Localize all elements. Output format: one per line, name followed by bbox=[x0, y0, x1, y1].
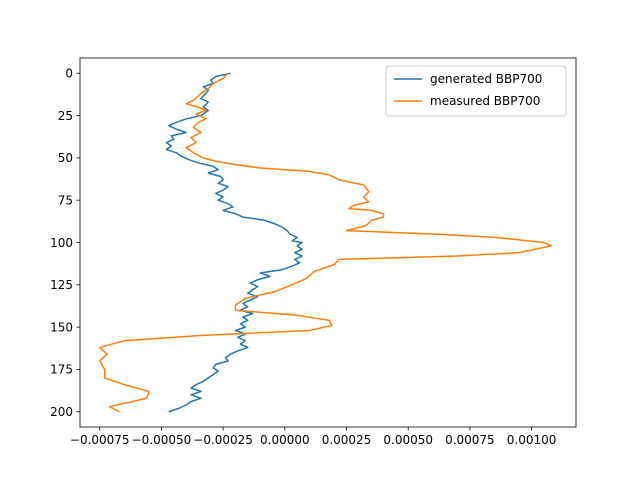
y-tick-label: 200 bbox=[50, 405, 73, 419]
series-line-1 bbox=[165, 72, 303, 413]
y-tick-label: 100 bbox=[50, 236, 73, 250]
x-tick-label: 0.00050 bbox=[383, 433, 433, 447]
y-tick-label: 125 bbox=[50, 278, 73, 292]
y-tick-label: 25 bbox=[58, 109, 73, 123]
x-tick-label: 0.00075 bbox=[445, 433, 495, 447]
x-tick-label: −0.00025 bbox=[193, 433, 253, 447]
y-tick-label: 75 bbox=[58, 193, 73, 207]
x-tick-label: −0.00075 bbox=[70, 433, 130, 447]
x-axis: −0.00075 −0.00050 −0.00025 0.00000 0.00025 0.… bbox=[70, 427, 556, 447]
y-axis: 0 25 50 75 100 125 150 175 200 bbox=[50, 67, 80, 419]
x-tick-label: −0.00050 bbox=[132, 433, 192, 447]
legend-label: generated BBP700 bbox=[430, 72, 542, 86]
series-line-2 bbox=[98, 72, 553, 413]
y-tick-label: 175 bbox=[50, 363, 73, 377]
legend: generated BBP700 measured BBP700 bbox=[385, 65, 567, 117]
legend-label: measured BBP700 bbox=[430, 94, 540, 108]
x-tick-label: 0.00100 bbox=[507, 433, 557, 447]
legend-box bbox=[385, 65, 567, 117]
x-tick-label: 0.00025 bbox=[322, 433, 372, 447]
plot-area bbox=[98, 72, 553, 413]
y-tick-label: 150 bbox=[50, 320, 73, 334]
y-tick-label: 0 bbox=[65, 67, 73, 81]
x-tick-label: 0.00000 bbox=[260, 433, 310, 447]
y-tick-label: 50 bbox=[58, 151, 73, 165]
